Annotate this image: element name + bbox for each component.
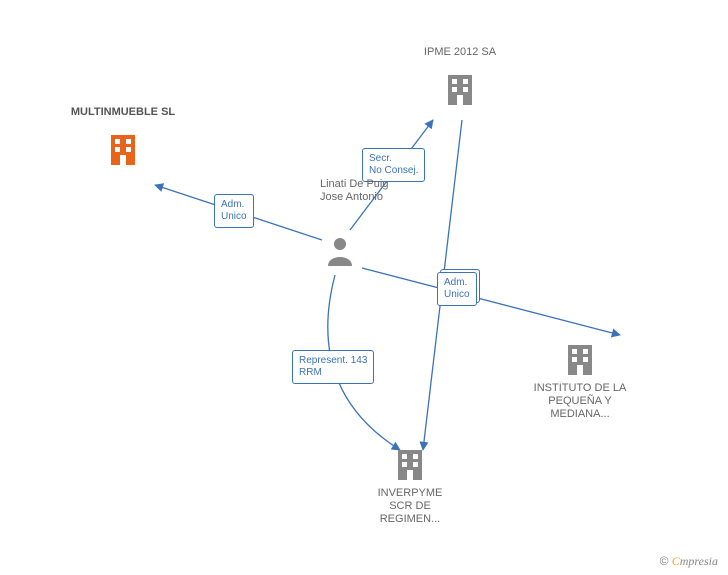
edge-label-e-inverpyme-repr: Represent. 143RRM	[292, 350, 374, 384]
network-svg	[0, 0, 728, 575]
company-icon-multinmueble[interactable]	[111, 135, 135, 165]
brand-logo: Cmpresia	[672, 554, 718, 568]
company-icon-inverpyme[interactable]	[398, 450, 422, 480]
edge-label-e-ipme-secr: Secr. No Consej.	[362, 148, 425, 182]
footer-credit: © Cmpresia	[660, 554, 718, 569]
edge-label-e-multinmueble: Adm.Unico	[214, 194, 254, 228]
edge-e-instituto	[362, 268, 620, 335]
company-label-multinmueble[interactable]: MULTINMUEBLE SL	[58, 106, 188, 119]
company-label-instituto[interactable]: INSTITUTO DE LA PEQUEÑA Y MEDIANA...	[533, 382, 628, 421]
company-icon-instituto[interactable]	[568, 345, 592, 375]
company-label-ipme[interactable]: IPME 2012 SA	[410, 46, 510, 59]
person-icon[interactable]	[328, 238, 352, 266]
company-icon-ipme[interactable]	[448, 75, 472, 105]
person-label[interactable]: Linati De Puig Jose Antonio	[320, 178, 390, 204]
company-label-inverpyme[interactable]: INVERPYME SCR DE REGIMEN...	[370, 487, 450, 526]
edge-label-e-instituto: Adm.Unico	[437, 272, 477, 306]
copyright-symbol: ©	[660, 554, 669, 568]
